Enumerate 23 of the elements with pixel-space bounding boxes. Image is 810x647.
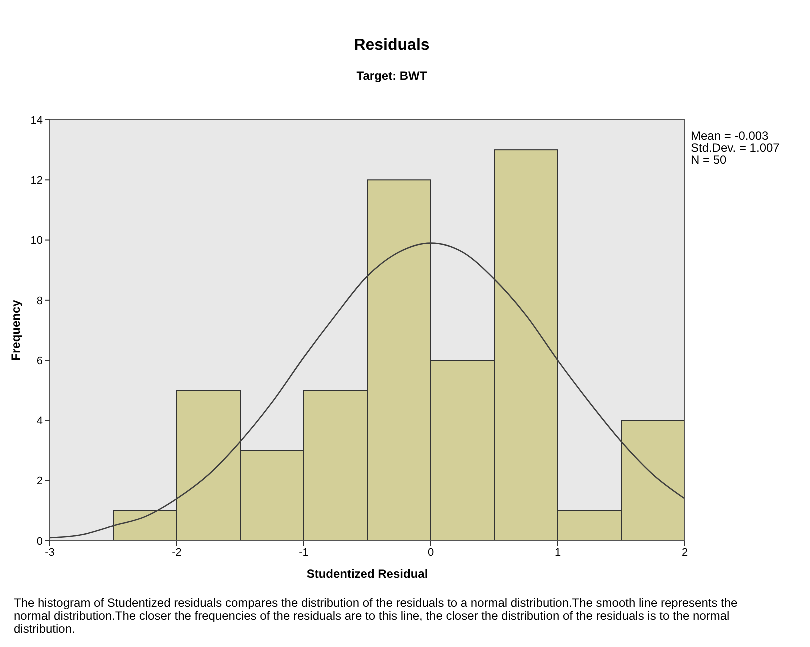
x-tick-label: 0 xyxy=(428,547,434,559)
y-tick-label: 4 xyxy=(36,416,43,428)
x-tick-label: 2 xyxy=(682,547,688,559)
y-axis-title: Frequency xyxy=(9,300,23,361)
text: Std.Dev. = 1.007 xyxy=(691,141,780,155)
y-tick-label: 8 xyxy=(36,295,43,308)
text: N = 50 xyxy=(691,153,728,167)
x-tick-label: -1 xyxy=(299,547,309,559)
y-tick-label: 14 xyxy=(30,114,43,127)
x-axis-title: Studentized Residual xyxy=(306,567,428,581)
y-tick-label: 6 xyxy=(36,355,43,368)
y-tick-label: 2 xyxy=(36,476,43,488)
y-tick-label: 0 xyxy=(36,536,43,548)
y-tick-label: 10 xyxy=(30,235,43,248)
chart-title: Residuals xyxy=(354,37,430,54)
x-tick-label: -3 xyxy=(45,547,55,559)
y-tick-label: 12 xyxy=(30,174,43,187)
x-tick-label: -2 xyxy=(172,547,182,559)
text: Mean = -0.003 xyxy=(691,129,770,143)
x-tick-label: 1 xyxy=(554,547,562,559)
line-series xyxy=(49,242,686,539)
text: The histogram of Studentized residuals compares the distribution of the residuals to a normal distribution.The smooth line represents the normal distribution.The closer the frequencies of the residuals are to this line, the closer the distribution of the residuals is to the normal distribution. xyxy=(14,596,738,636)
chart-subtitle: Target: BWT xyxy=(356,69,428,83)
